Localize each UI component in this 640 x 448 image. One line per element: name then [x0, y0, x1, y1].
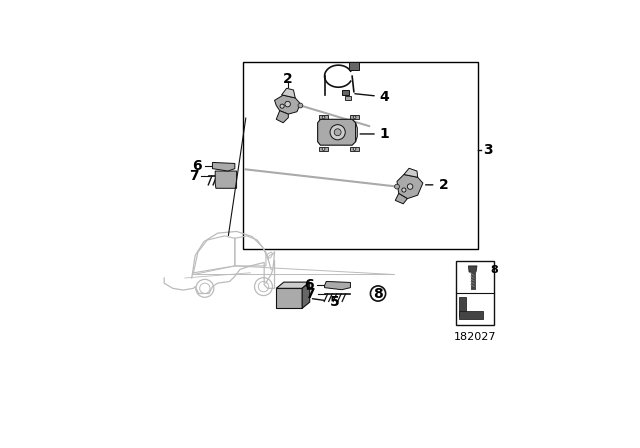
- Polygon shape: [324, 281, 351, 290]
- Polygon shape: [356, 123, 357, 142]
- Circle shape: [330, 125, 345, 140]
- Text: 5: 5: [312, 295, 339, 309]
- Text: 6: 6: [193, 159, 202, 173]
- Bar: [459, 311, 483, 319]
- Text: 7: 7: [305, 287, 315, 301]
- Polygon shape: [319, 147, 328, 151]
- Polygon shape: [317, 119, 356, 145]
- Text: 182027: 182027: [453, 332, 496, 342]
- Polygon shape: [397, 174, 423, 198]
- Text: 2: 2: [283, 72, 292, 86]
- Polygon shape: [302, 282, 310, 308]
- Bar: [276, 289, 302, 308]
- Polygon shape: [468, 266, 477, 272]
- Circle shape: [395, 184, 399, 189]
- Polygon shape: [319, 115, 328, 119]
- Text: 8: 8: [373, 287, 383, 301]
- Polygon shape: [215, 171, 237, 188]
- Bar: [243, 62, 478, 249]
- Polygon shape: [276, 282, 310, 289]
- Circle shape: [280, 104, 284, 108]
- Bar: [459, 297, 466, 316]
- Polygon shape: [351, 147, 359, 151]
- Bar: [456, 261, 493, 324]
- Polygon shape: [404, 168, 418, 177]
- Circle shape: [298, 103, 303, 108]
- Circle shape: [334, 129, 341, 136]
- Text: 4: 4: [355, 90, 390, 104]
- Polygon shape: [282, 88, 295, 98]
- Circle shape: [402, 188, 406, 192]
- Circle shape: [407, 184, 413, 190]
- Text: 2: 2: [426, 178, 448, 192]
- Circle shape: [322, 116, 325, 119]
- Circle shape: [353, 116, 356, 119]
- Circle shape: [322, 147, 325, 151]
- Polygon shape: [351, 115, 359, 119]
- Text: 7: 7: [189, 169, 198, 183]
- Polygon shape: [396, 194, 407, 204]
- Polygon shape: [275, 95, 300, 114]
- Polygon shape: [212, 163, 235, 171]
- Polygon shape: [276, 111, 289, 123]
- Bar: [349, 62, 359, 70]
- Text: 1: 1: [360, 127, 390, 141]
- Bar: [345, 96, 351, 100]
- Circle shape: [353, 147, 356, 151]
- Bar: [342, 90, 349, 95]
- Circle shape: [285, 101, 291, 107]
- Text: 6: 6: [305, 278, 314, 292]
- Text: 8: 8: [491, 265, 499, 275]
- Text: 3: 3: [483, 143, 493, 157]
